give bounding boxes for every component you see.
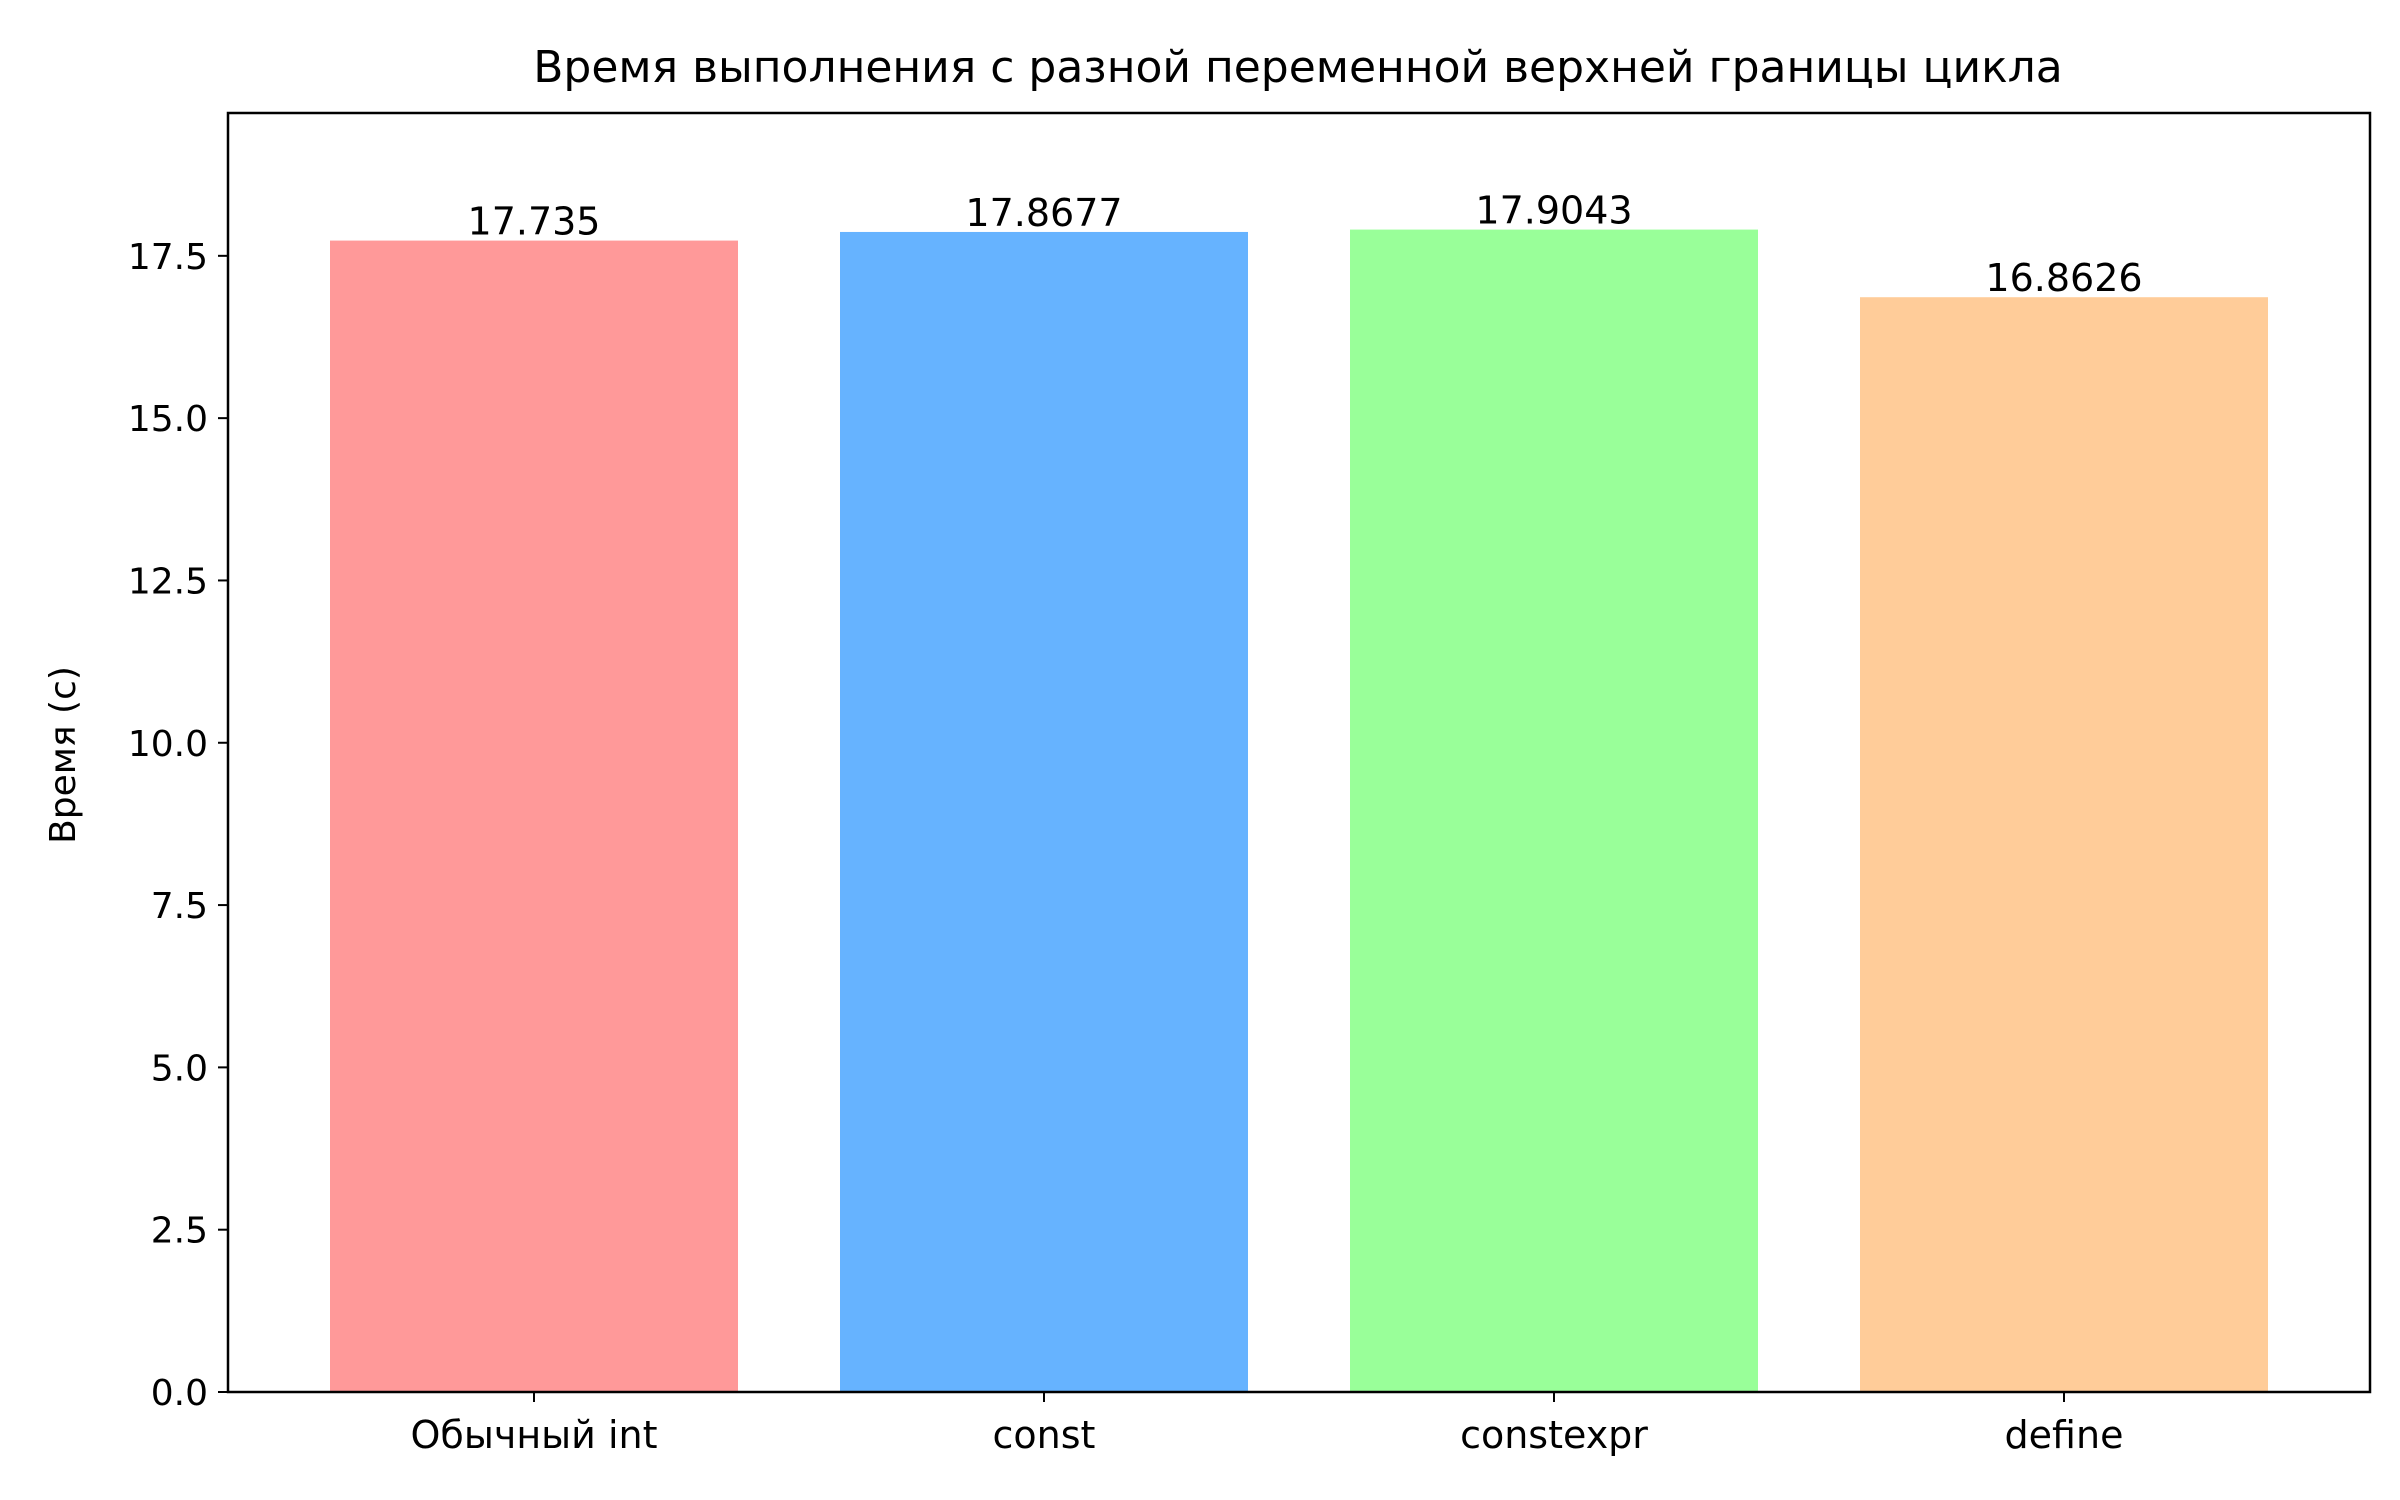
x-tick-label-0: Обычный int — [411, 1413, 658, 1457]
bar-3 — [1860, 297, 2268, 1392]
chart-title: Время выполнения с разной переменной вер… — [533, 42, 2063, 93]
y-tick-label-2: 5.0 — [151, 1048, 208, 1089]
x-axis-ticks: Обычный int const constexpr define — [411, 1392, 2124, 1457]
x-tick-label-1: const — [993, 1413, 1096, 1457]
bar-value-label-1: 17.8677 — [965, 191, 1122, 235]
y-axis-label: Время (с) — [43, 666, 84, 844]
x-tick-label-2: constexpr — [1460, 1413, 1648, 1457]
y-tick-label-0: 0.0 — [151, 1373, 208, 1414]
bars-layer — [330, 229, 2268, 1393]
y-axis-ticks: 0.0 2.5 5.0 7.5 10.0 12.5 15.0 17.5 — [128, 237, 228, 1414]
plot-frame — [226, 111, 2372, 1394]
bar-value-label-0: 17.735 — [468, 200, 601, 244]
y-tick-label-1: 2.5 — [151, 1211, 208, 1252]
y-tick-label-6: 15.0 — [128, 399, 208, 440]
y-tick-label-7: 17.5 — [128, 237, 208, 278]
y-tick-label-5: 12.5 — [128, 561, 208, 602]
y-tick-label-4: 10.0 — [128, 724, 208, 765]
bar-value-label-2: 17.9043 — [1475, 189, 1632, 233]
bar-1 — [840, 231, 1248, 1393]
bar-value-label-3: 16.8626 — [1985, 256, 2142, 300]
y-tick-label-3: 7.5 — [151, 886, 208, 927]
bar-2 — [1350, 229, 1758, 1393]
x-tick-label-3: define — [2005, 1413, 2124, 1457]
data-labels-layer: 17.735 17.8677 17.9043 16.8626 — [468, 189, 2143, 301]
bar-0 — [330, 240, 738, 1392]
